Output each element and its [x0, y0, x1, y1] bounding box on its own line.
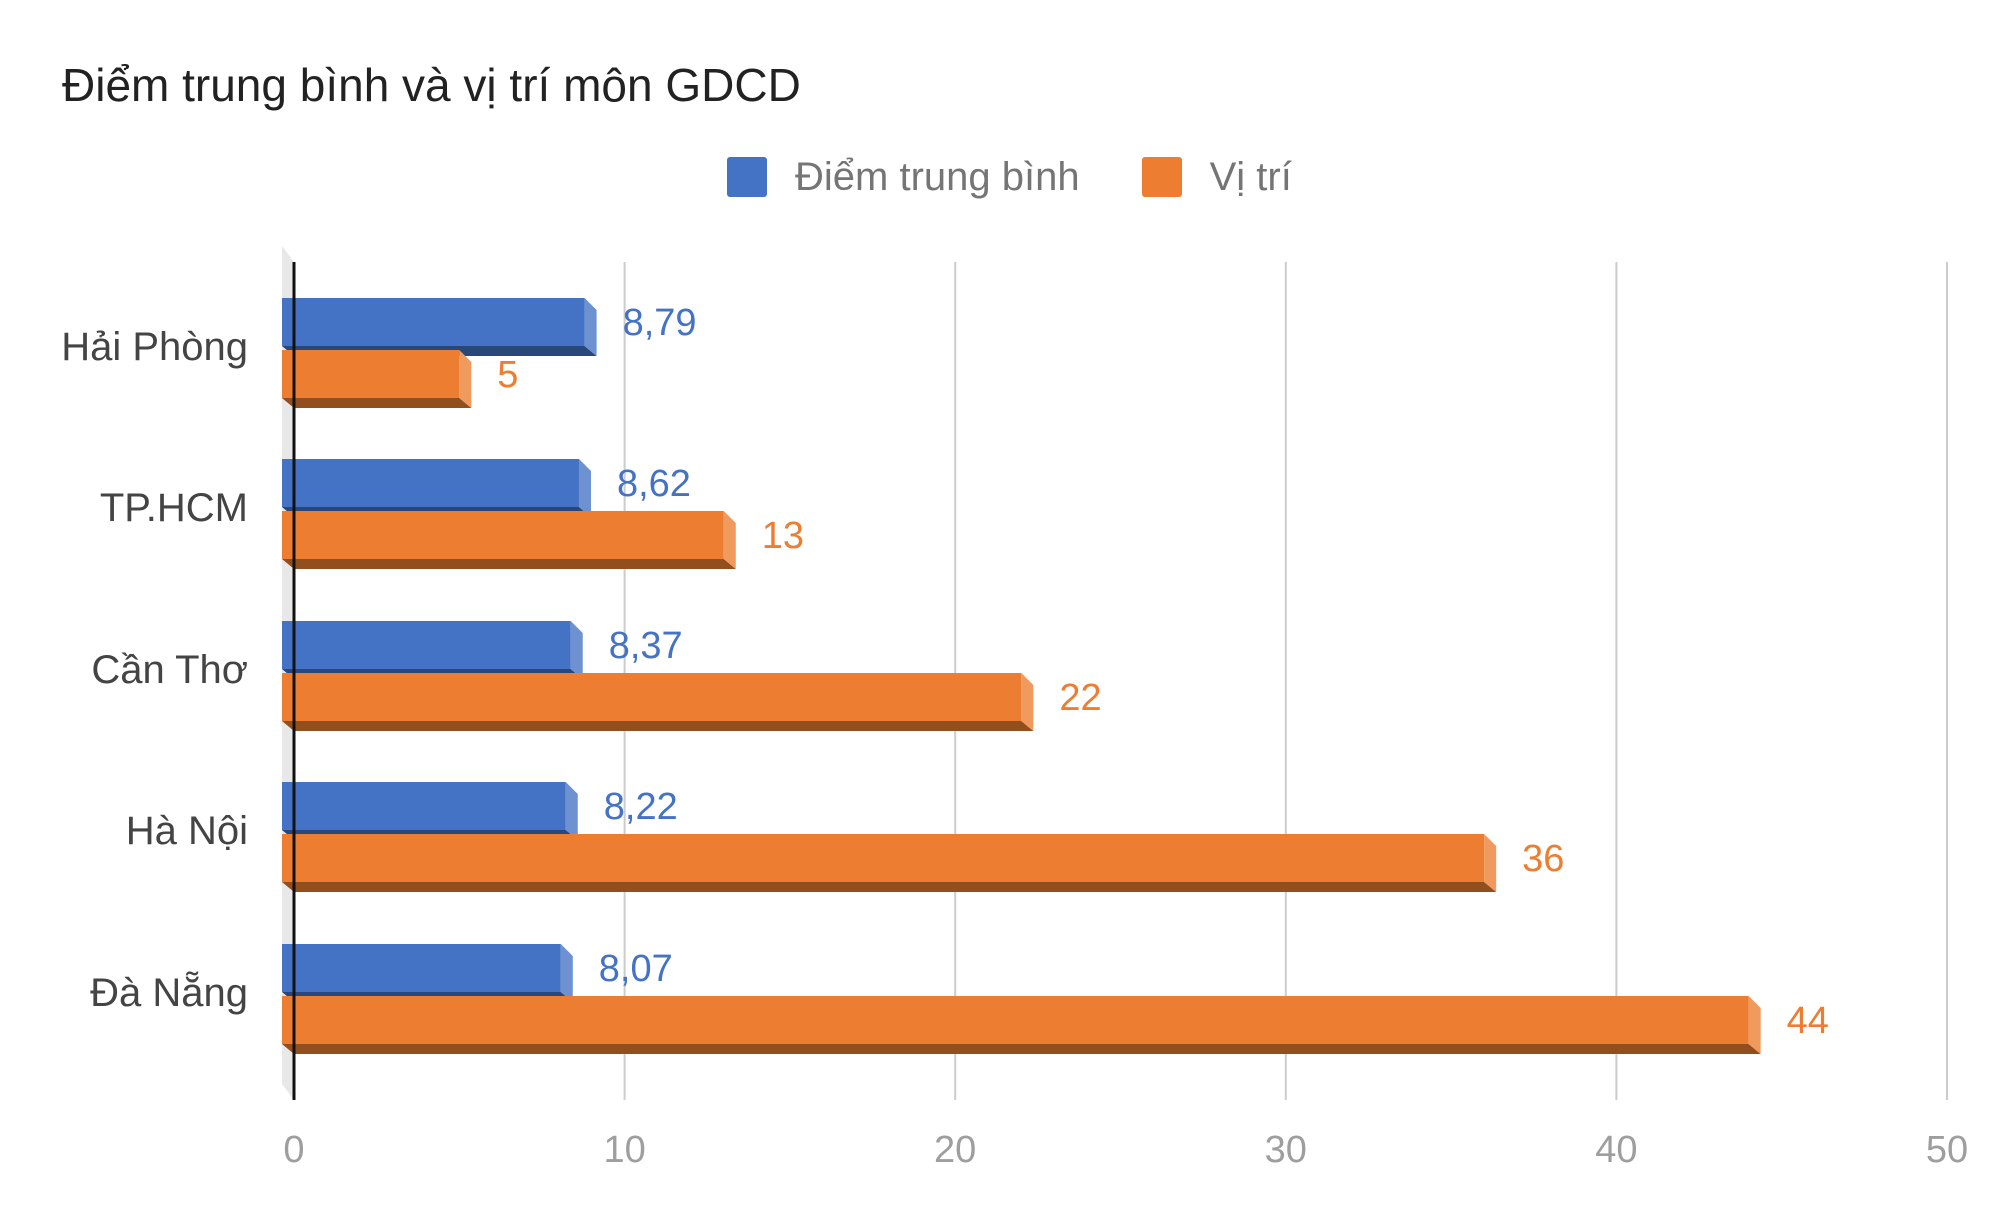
- bar-bottom-s1-c4: [282, 1044, 1761, 1054]
- bar-s0-c3: [282, 782, 566, 830]
- x-tick-label-40: 40: [1595, 1129, 1637, 1171]
- legend-swatch-vi-tri: [1141, 157, 1182, 197]
- category-label-4: Đà Nẵng: [90, 970, 248, 1015]
- bar-end-s0-c0: [584, 298, 597, 356]
- bar-end-s1-c0: [459, 350, 472, 408]
- category-label-3: Hà Nội: [126, 809, 248, 853]
- bar-s0-c2: [282, 621, 571, 669]
- legend: Điểm trung bình Vị trí: [727, 152, 1354, 202]
- category-label-1: TP.HCM: [100, 486, 248, 530]
- data-label-s0-c2: 8,37: [609, 625, 683, 667]
- data-label-s0-c4: 8,07: [599, 948, 673, 990]
- bar-s1-c0: [282, 350, 460, 398]
- bar-end-s0-c2: [570, 621, 583, 679]
- legend-swatch-diem-trung-binh: [727, 157, 767, 197]
- x-tick-label-50: 50: [1926, 1129, 1968, 1171]
- bar-end-s0-c4: [560, 944, 573, 1002]
- data-label-s1-c0: 5: [497, 354, 518, 396]
- category-label-0: Hải Phòng: [61, 325, 248, 369]
- bar-s0-c0: [282, 298, 585, 346]
- x-tick-label-0: 0: [283, 1129, 304, 1171]
- data-label-s0-c0: 8,79: [623, 302, 697, 344]
- data-label-s1-c3: 36: [1522, 838, 1564, 880]
- data-label-s1-c4: 44: [1787, 1000, 1829, 1042]
- legend-label-diem-trung-binh: Điểm trung bình: [795, 154, 1080, 199]
- bar-end-s1-c4: [1748, 996, 1761, 1054]
- category-label-2: Cần Thơ: [91, 648, 248, 692]
- x-tick-label-10: 10: [603, 1129, 645, 1171]
- chart-title: Điểm trung bình và vị trí môn GDCD: [62, 59, 801, 111]
- bar-s1-c1: [282, 511, 724, 559]
- bar-bottom-s1-c3: [282, 882, 1497, 892]
- data-label-s0-c1: 8,62: [617, 463, 691, 505]
- bar-s1-c2: [282, 673, 1022, 721]
- x-tick-label-20: 20: [934, 1129, 976, 1171]
- legend-item-vi-tri: Vị trí: [1141, 154, 1292, 200]
- bar-bottom-s1-c1: [282, 559, 736, 569]
- bar-end-s0-c3: [565, 782, 578, 840]
- bar-end-s1-c1: [723, 511, 736, 569]
- bar-end-s1-c3: [1484, 834, 1497, 892]
- data-label-s1-c1: 13: [762, 515, 804, 557]
- legend-label-vi-tri: Vị trí: [1209, 154, 1292, 199]
- bar-s1-c3: [282, 834, 1485, 882]
- bar-s1-c4: [282, 996, 1749, 1044]
- bar-s0-c4: [282, 944, 561, 992]
- bar-end-s0-c1: [578, 459, 591, 517]
- bar-end-s1-c2: [1021, 673, 1034, 731]
- bar-s0-c1: [282, 459, 579, 507]
- data-label-s0-c3: 8,22: [604, 786, 678, 828]
- x-tick-label-30: 30: [1265, 1129, 1307, 1171]
- bar-bottom-s1-c0: [282, 398, 472, 408]
- bar-bottom-s1-c2: [282, 721, 1034, 731]
- legend-item-diem-trung-binh: Điểm trung bình: [727, 155, 1080, 200]
- data-label-s1-c2: 22: [1059, 677, 1101, 719]
